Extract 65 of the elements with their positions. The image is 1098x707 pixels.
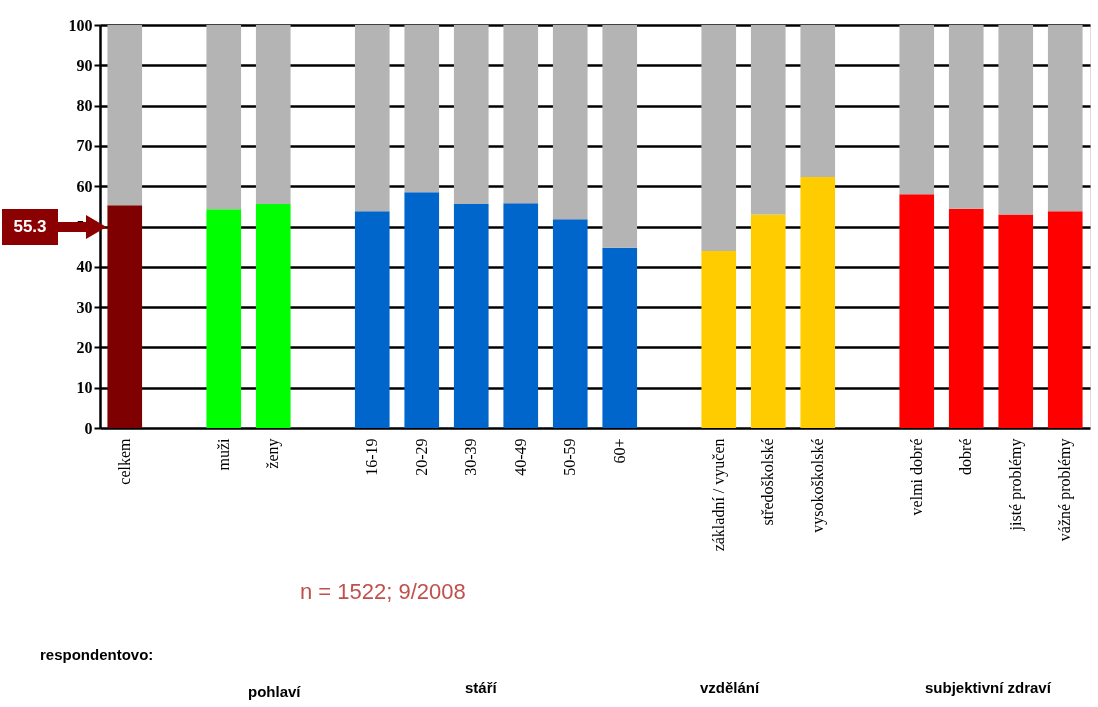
x-tick-label: 50-59 <box>561 438 579 476</box>
x-tick-label: muži <box>214 437 232 471</box>
bar <box>503 203 539 428</box>
bar <box>1047 25 1083 212</box>
y-tick-label: 30 <box>76 298 93 316</box>
bar <box>404 25 440 193</box>
bar <box>503 25 539 204</box>
bar <box>701 25 737 252</box>
bar <box>948 208 984 428</box>
text: vzdělání <box>700 679 761 696</box>
bar <box>602 25 638 248</box>
bar <box>354 211 390 428</box>
y-tick-label: 90 <box>76 56 93 74</box>
bar <box>899 25 935 195</box>
x-tick-label: středoškolské <box>759 438 777 526</box>
bar <box>800 176 836 428</box>
bar <box>354 25 390 212</box>
text: stáří <box>465 679 498 696</box>
text: n = 1522; 9/2008 <box>300 579 466 604</box>
y-tick-label: 0 <box>84 419 93 437</box>
bar <box>1047 211 1083 428</box>
x-tick-label: vysokoškolské <box>808 438 827 533</box>
bar <box>800 25 836 177</box>
y-tick-label: 70 <box>76 137 93 155</box>
x-tick-label: jisté problémy <box>1006 438 1025 532</box>
text: subjektivní zdraví <box>925 679 1052 696</box>
y-tick-label: 100 <box>68 16 93 34</box>
bar <box>206 209 242 428</box>
x-tick-label: dobré <box>957 438 975 475</box>
bar <box>552 25 588 220</box>
x-tick-label: ženy <box>264 438 283 469</box>
bar <box>453 25 489 204</box>
x-tick-label: základní / vyučen <box>709 438 728 552</box>
x-tick-label: celkem <box>115 437 133 485</box>
x-tick-label: vážné problémy <box>1056 438 1075 542</box>
bar <box>255 25 291 204</box>
bar <box>602 247 638 428</box>
bar <box>701 251 737 428</box>
x-tick-label: velmi dobré <box>907 438 925 516</box>
y-tick-label: 60 <box>76 177 93 195</box>
text: 55.3 <box>13 217 47 236</box>
bar <box>948 25 984 209</box>
text: pohlaví <box>248 683 302 700</box>
x-tick-label: 40-49 <box>511 438 529 476</box>
x-tick-label: 20-29 <box>412 438 430 476</box>
bar <box>255 203 291 428</box>
y-tick-label: 20 <box>76 338 93 356</box>
x-tick-label: 30-39 <box>462 438 480 476</box>
bar <box>899 194 935 428</box>
y-tick-label: 10 <box>76 379 93 397</box>
text: respondentovo: <box>40 646 154 663</box>
x-tick-label: 16-19 <box>363 438 381 476</box>
bar <box>453 203 489 428</box>
bar <box>998 25 1034 215</box>
y-tick-label: 40 <box>76 258 93 276</box>
bar <box>552 219 588 428</box>
x-tick-label: 60+ <box>610 438 628 464</box>
y-tick-label: 80 <box>76 97 93 115</box>
bar <box>750 214 786 428</box>
bar <box>404 192 440 428</box>
bar <box>998 214 1034 428</box>
bar <box>107 25 143 206</box>
bar <box>206 25 242 210</box>
bar <box>107 205 143 428</box>
bar <box>750 25 786 215</box>
